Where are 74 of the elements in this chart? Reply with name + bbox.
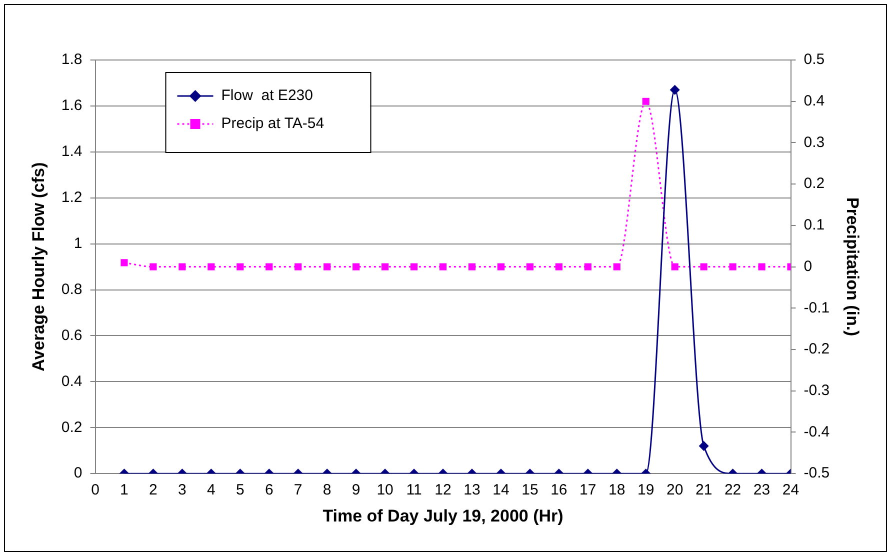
- point: [671, 263, 678, 270]
- point: [497, 263, 504, 270]
- x-tick-label: 16: [550, 482, 568, 499]
- point: [584, 263, 592, 270]
- point: [266, 263, 273, 270]
- x-tick-label: 14: [492, 482, 510, 499]
- x-tick-label: 1: [120, 482, 128, 499]
- y2-tick-label: -0.4: [804, 423, 830, 440]
- x-tick-label: 22: [724, 482, 742, 499]
- x-tick-label: 20: [666, 482, 684, 499]
- x-tick-label: 24: [782, 482, 800, 499]
- y-tick-label: 0: [74, 464, 82, 482]
- x-tick-label: 7: [294, 482, 302, 499]
- x-tick-label: 0: [91, 482, 100, 499]
- x-tick-label: 21: [695, 482, 712, 499]
- legend-label: Flow at E230: [221, 87, 313, 104]
- point: [120, 259, 128, 266]
- point: [758, 263, 766, 270]
- y-tick-label: 0.6: [61, 326, 82, 344]
- y2-tick-label: 0.5: [804, 51, 825, 68]
- point: [613, 263, 620, 270]
- x-tick-label: 3: [178, 482, 186, 499]
- point: [352, 263, 360, 270]
- point: [468, 263, 476, 270]
- y2-tick-label: 0.3: [804, 134, 825, 151]
- y-tick-label: 0.2: [61, 418, 82, 436]
- point: [700, 263, 708, 270]
- x-tick-label: 13: [464, 482, 480, 499]
- x-axis-title: Time of Day July 19, 2000 (Hr): [322, 506, 564, 526]
- point: [729, 263, 736, 270]
- y2-tick-label: 0.1: [804, 216, 825, 234]
- legend-label: Precip at TA-54: [221, 115, 324, 132]
- x-tick-label: 15: [522, 482, 538, 499]
- x-tick-label: 23: [753, 482, 770, 499]
- point: [208, 263, 215, 270]
- x-tick-label: 19: [638, 482, 654, 499]
- point: [555, 263, 562, 270]
- y-tick-label: 1: [74, 234, 82, 252]
- x-tick-label: 11: [406, 482, 422, 499]
- point: [439, 263, 447, 270]
- y-tick-label: 1.4: [61, 143, 82, 160]
- y-tick-label: 1.6: [61, 97, 82, 114]
- y2-tick-label: 0.4: [804, 92, 825, 110]
- point: [324, 263, 331, 270]
- point: [236, 263, 244, 270]
- x-tick-label: 10: [376, 482, 394, 499]
- x-tick-label: 17: [580, 482, 596, 499]
- y2-tick-label: -0.5: [804, 464, 830, 482]
- x-tick-label: 18: [608, 482, 626, 499]
- point: [526, 263, 534, 270]
- x-tick-label: 8: [322, 482, 332, 499]
- y2-tick-label: -0.1: [804, 299, 830, 316]
- point: [382, 263, 389, 270]
- point: [150, 263, 157, 270]
- y-tick-label: 0.8: [61, 280, 82, 298]
- y2-tick-label: 0.2: [804, 175, 825, 192]
- y2-axis-title: Precipitation (in.): [843, 197, 862, 336]
- y2-tick-label: 0: [804, 258, 812, 275]
- point: [178, 263, 186, 270]
- y-axis-title: Average Hourly Flow (cfs): [28, 162, 48, 372]
- y-tick-label: 0.4: [61, 372, 82, 390]
- y2-tick-label: -0.3: [804, 382, 830, 400]
- point: [294, 263, 302, 270]
- x-tick-label: 5: [236, 482, 244, 499]
- y2-tick-label: -0.2: [804, 340, 830, 358]
- x-tick-label: 4: [206, 482, 216, 499]
- x-tick-label: 9: [352, 482, 360, 499]
- point: [642, 98, 650, 105]
- x-tick-label: 12: [434, 482, 452, 499]
- point: [410, 263, 418, 270]
- y-tick-label: 1.8: [61, 51, 82, 68]
- x-tick-label: 2: [149, 482, 158, 499]
- y-tick-label: 1.2: [61, 189, 82, 206]
- x-tick-label: 6: [264, 482, 274, 499]
